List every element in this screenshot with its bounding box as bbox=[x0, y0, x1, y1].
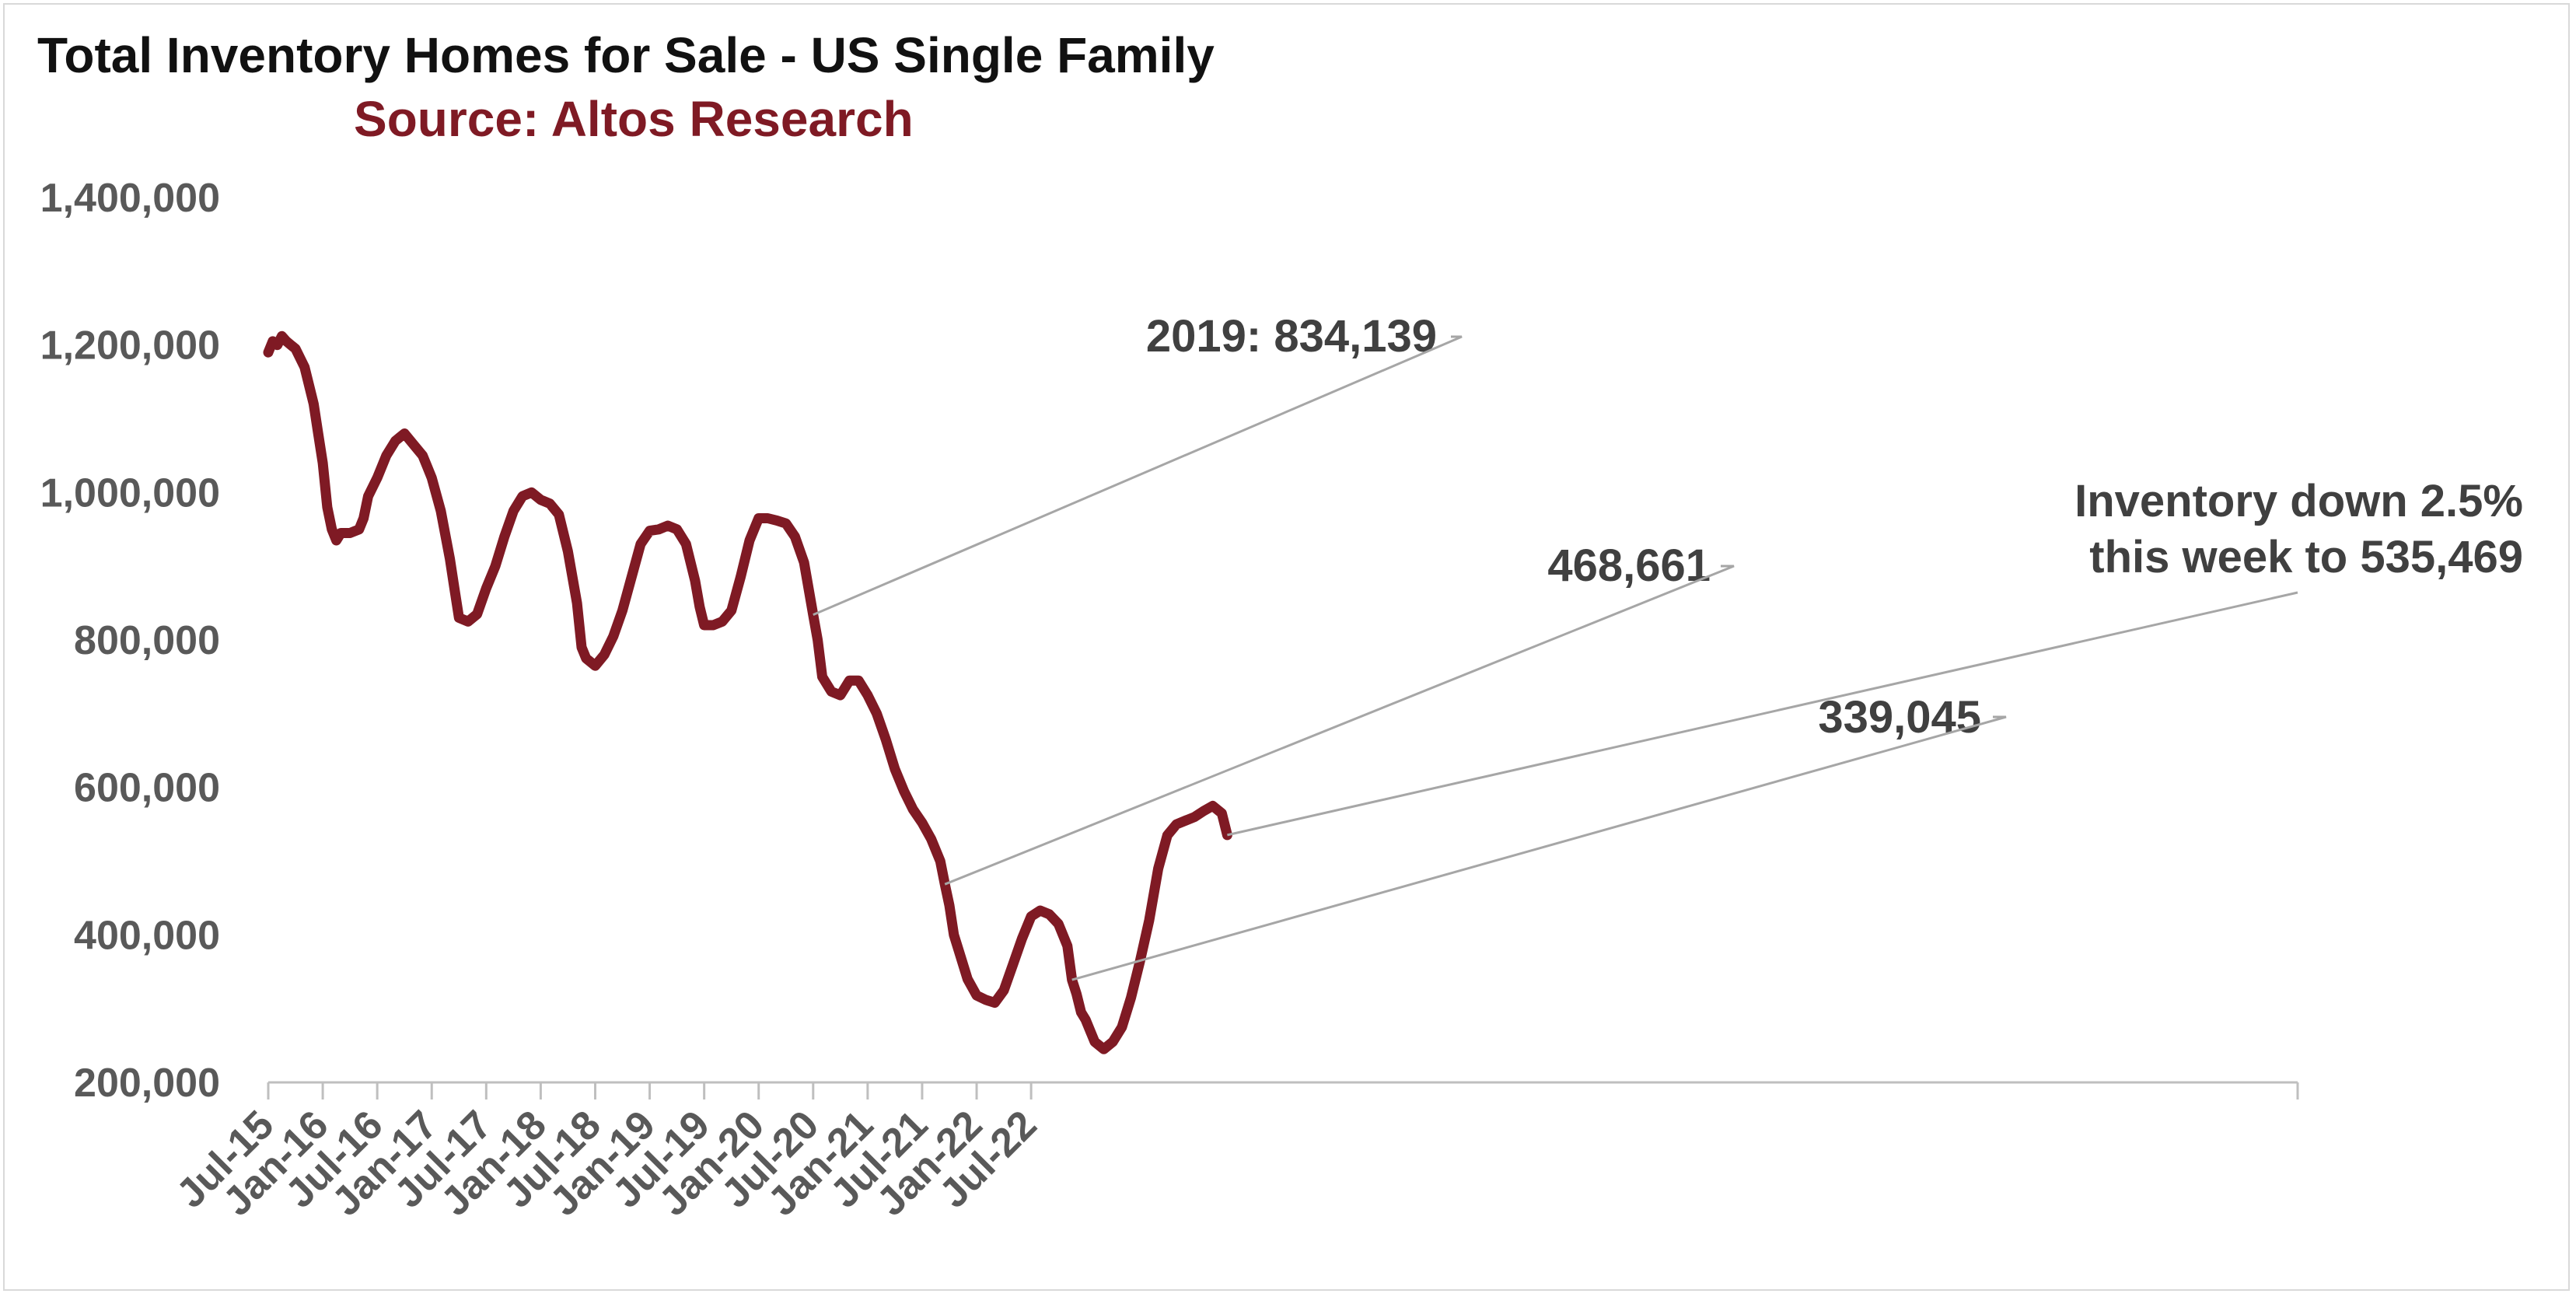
annotation: 468,661 bbox=[944, 540, 1735, 886]
y-tick-label: 1,000,000 bbox=[40, 470, 220, 516]
annotation: 2019: 834,139 bbox=[813, 311, 1463, 616]
y-tick-label: 600,000 bbox=[74, 766, 220, 811]
chart-title: Total Inventory Homes for Sale - US Sing… bbox=[37, 27, 1215, 83]
x-tick-labels: Jul-15Jan-16Jul-16Jan-17Jul-17Jan-18Jul-… bbox=[168, 1102, 1045, 1225]
annotations: 2019: 834,139 468,661 339,045 Inventory dow… bbox=[813, 311, 2523, 981]
annotation-label: 339,045 bbox=[1818, 692, 1981, 743]
annotation-label: 468,661 bbox=[1547, 540, 1711, 591]
annotation-label: Inventory down 2.5% this week to 535,469 bbox=[2074, 476, 2523, 582]
chart-frame bbox=[3, 3, 2570, 1291]
annotation-label: 2019: 834,139 bbox=[1146, 311, 1437, 362]
chart-subtitle: Source: Altos Research bbox=[354, 91, 914, 147]
y-tick-label: 200,000 bbox=[74, 1061, 220, 1106]
y-tick-label: 800,000 bbox=[74, 618, 220, 663]
annotation-leader bbox=[1227, 591, 2298, 837]
y-tick-label: 1,200,000 bbox=[40, 323, 220, 369]
y-tick-label: 1,400,000 bbox=[40, 176, 220, 221]
y-axis: 200,000 400,000 600,000 800,000 1,000,000 1,2… bbox=[40, 176, 220, 1106]
y-tick-label: 400,000 bbox=[74, 913, 220, 958]
annotation: Inventory down 2.5% this week to 535,469 bbox=[1227, 476, 2523, 837]
annotation: 339,045 bbox=[1071, 692, 2007, 981]
series-group bbox=[263, 330, 1232, 1054]
series-line bbox=[263, 330, 1232, 1054]
annotation-leader bbox=[1071, 715, 2007, 981]
annotation-leader bbox=[944, 565, 1735, 886]
x-axis bbox=[267, 1081, 2299, 1099]
annotation-leader bbox=[813, 335, 1463, 616]
